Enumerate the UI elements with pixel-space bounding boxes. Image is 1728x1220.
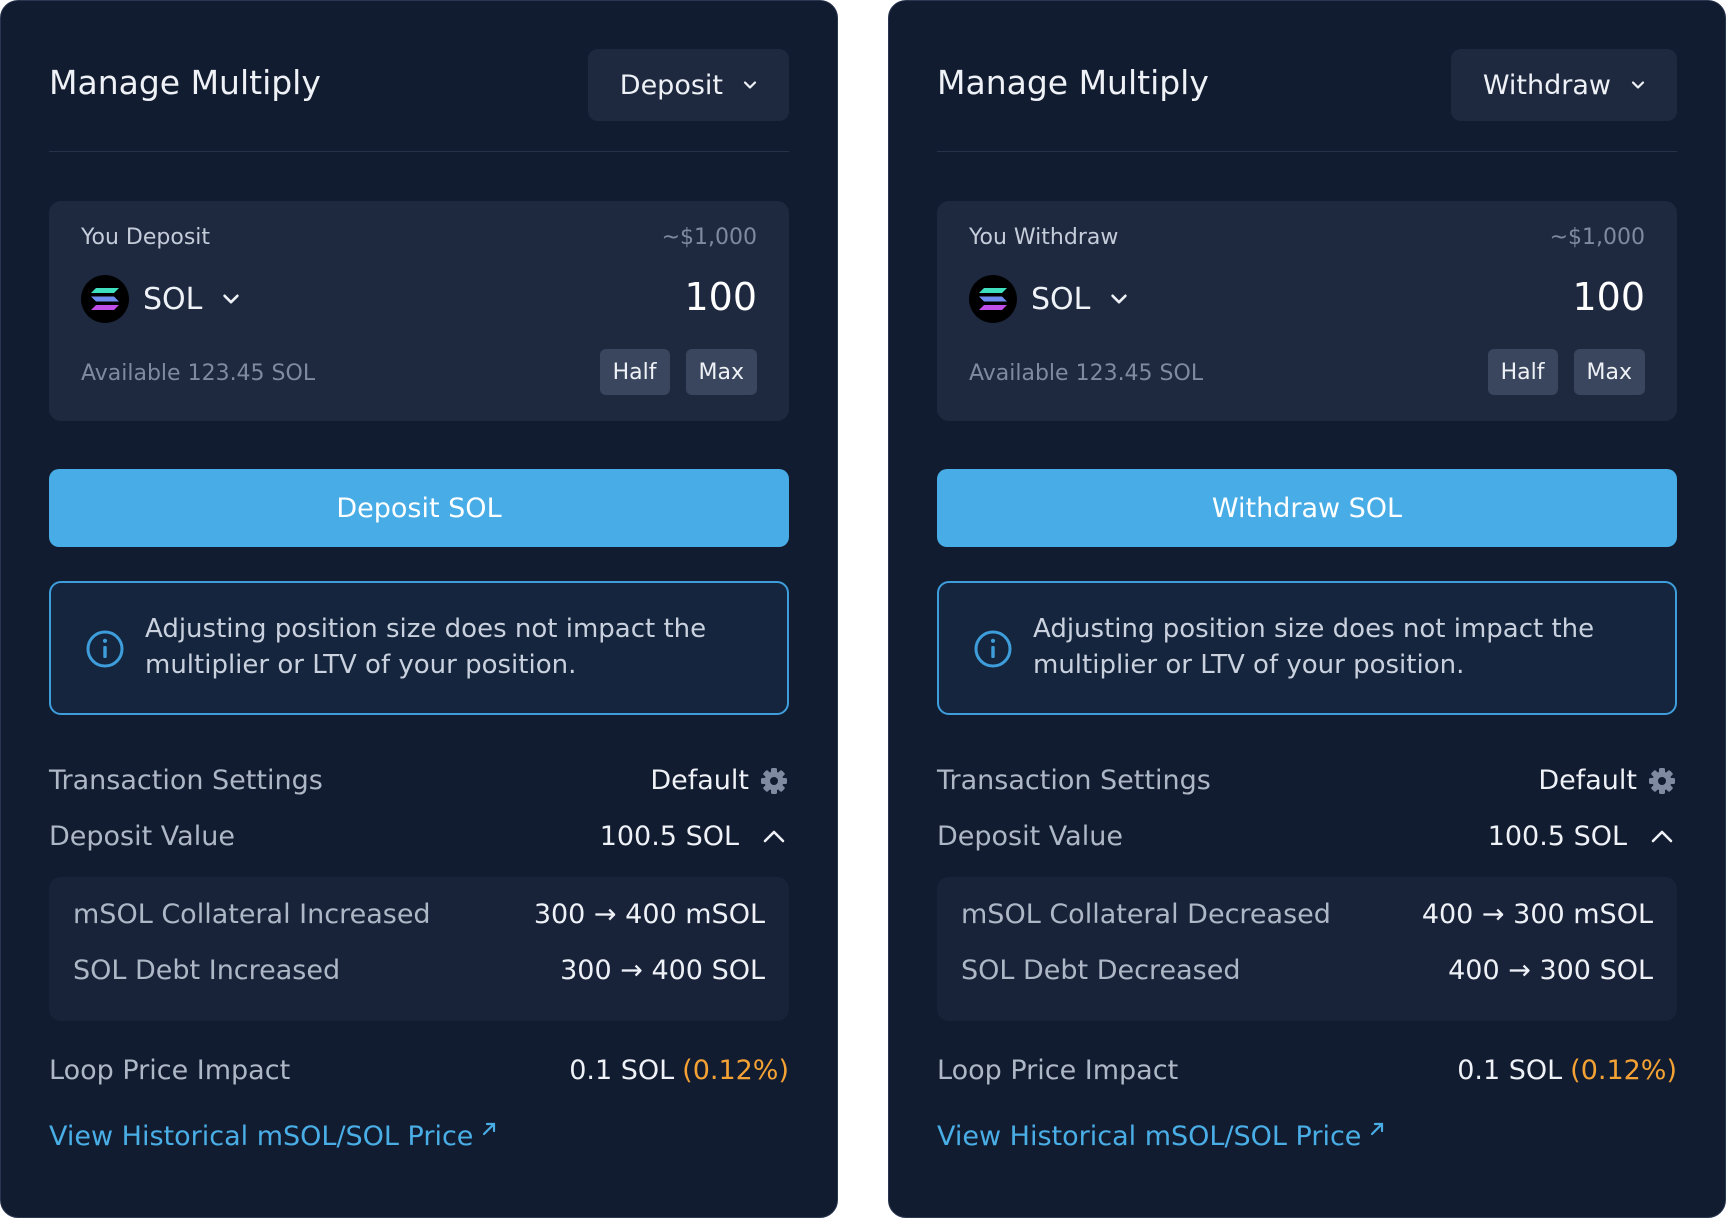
detail-label: SOL Debt Increased: [73, 955, 341, 986]
transaction-settings-row[interactable]: Transaction Settings Default: [49, 765, 789, 796]
chevron-up-icon[interactable]: [1647, 822, 1677, 852]
info-text: Adjusting position size does not impact …: [1033, 614, 1595, 680]
detail-row: mSOL Collateral Increased 300 → 400 mSOL: [73, 899, 765, 930]
loop-price-impact-row: Loop Price Impact 0.1 SOL (0.12%): [937, 1055, 1677, 1086]
detail-row: SOL Debt Decreased 400 → 300 SOL: [961, 955, 1653, 986]
amount-input-card: You Withdraw ~$1,000 SOL 100 Available 1…: [937, 201, 1677, 421]
detail-row: mSOL Collateral Decreased 400 → 300 mSOL: [961, 899, 1653, 930]
deposit-details: mSOL Collateral Increased 300 → 400 mSOL…: [49, 877, 789, 1021]
half-button[interactable]: Half: [599, 349, 670, 395]
deposit-value-row[interactable]: Deposit Value 100.5 SOL: [937, 821, 1677, 852]
historical-price-link-label: View Historical mSOL/SOL Price: [937, 1121, 1362, 1152]
external-link-icon: [1371, 1122, 1384, 1136]
withdraw-sol-button[interactable]: Withdraw SOL: [937, 469, 1677, 547]
token-name: SOL: [1031, 281, 1091, 317]
amount-input[interactable]: 100: [684, 275, 757, 319]
mode-dropdown[interactable]: Withdraw: [1450, 49, 1677, 121]
info-icon: [974, 630, 1012, 668]
loop-price-impact-label: Loop Price Impact: [937, 1055, 1179, 1086]
deposit-value: 100.5 SOL: [1487, 821, 1627, 852]
input-label: You Deposit: [81, 225, 211, 250]
detail-row: SOL Debt Increased 300 → 400 SOL: [73, 955, 765, 986]
panel-header: Manage Multiply Withdraw: [937, 1, 1677, 152]
usd-value: ~$1,000: [1549, 225, 1645, 250]
detail-value: 300 → 400 SOL: [560, 955, 765, 986]
info-text: Adjusting position size does not impact …: [145, 614, 707, 680]
manage-multiply-panel-deposit: Manage Multiply Deposit You Deposit ~$1,…: [0, 0, 838, 1218]
half-button[interactable]: Half: [1487, 349, 1558, 395]
loop-price-impact-value: 0.1 SOL: [569, 1055, 675, 1086]
loop-price-impact-percent: (0.12%): [682, 1055, 789, 1086]
usd-value: ~$1,000: [661, 225, 757, 250]
detail-label: SOL Debt Decreased: [961, 955, 1241, 986]
deposit-value-label: Deposit Value: [49, 821, 235, 852]
info-banner: Adjusting position size does not impact …: [49, 581, 789, 715]
chevron-up-icon[interactable]: [759, 822, 789, 852]
chevron-down-icon: [1111, 294, 1128, 304]
transaction-settings-label: Transaction Settings: [937, 765, 1211, 796]
panel-title: Manage Multiply: [49, 63, 321, 102]
available-balance: Available 123.45 SOL: [81, 361, 316, 386]
historical-price-link[interactable]: View Historical mSOL/SOL Price: [49, 1121, 497, 1152]
detail-label: mSOL Collateral Decreased: [961, 899, 1331, 930]
chevron-down-icon: [1631, 81, 1645, 89]
input-label: You Withdraw: [969, 225, 1119, 250]
max-button[interactable]: Max: [685, 349, 757, 395]
mode-dropdown[interactable]: Deposit: [587, 49, 789, 121]
deposit-value: 100.5 SOL: [599, 821, 739, 852]
manage-multiply-panel-withdraw: Manage Multiply Withdraw You Withdraw ~$…: [888, 0, 1726, 1218]
detail-label: mSOL Collateral Increased: [73, 899, 431, 930]
deposit-value-row[interactable]: Deposit Value 100.5 SOL: [49, 821, 789, 852]
available-balance: Available 123.45 SOL: [969, 361, 1204, 386]
info-icon: [86, 630, 124, 668]
info-banner: Adjusting position size does not impact …: [937, 581, 1677, 715]
detail-value: 300 → 400 mSOL: [533, 899, 765, 930]
token-name: SOL: [143, 281, 203, 317]
deposit-value-label: Deposit Value: [937, 821, 1123, 852]
transaction-settings-value: Default: [1538, 765, 1637, 796]
transaction-settings-label: Transaction Settings: [49, 765, 323, 796]
loop-price-impact-row: Loop Price Impact 0.1 SOL (0.12%): [49, 1055, 789, 1086]
detail-value: 400 → 300 mSOL: [1421, 899, 1653, 930]
chevron-down-icon: [743, 81, 757, 89]
deposit-sol-button[interactable]: Deposit SOL: [49, 469, 789, 547]
amount-input-card: You Deposit ~$1,000 SOL 100 Available 12…: [49, 201, 789, 421]
sol-token-icon: [81, 275, 129, 323]
gear-icon[interactable]: [759, 766, 789, 796]
amount-input[interactable]: 100: [1572, 275, 1645, 319]
loop-price-impact-percent: (0.12%): [1570, 1055, 1677, 1086]
panel-title: Manage Multiply: [937, 63, 1209, 102]
token-selector[interactable]: SOL: [969, 275, 1128, 323]
historical-price-link-label: View Historical mSOL/SOL Price: [49, 1121, 474, 1152]
transaction-settings-row[interactable]: Transaction Settings Default: [937, 765, 1677, 796]
detail-value: 400 → 300 SOL: [1448, 955, 1653, 986]
external-link-icon: [483, 1122, 496, 1136]
loop-price-impact-value: 0.1 SOL: [1457, 1055, 1563, 1086]
sol-token-icon: [969, 275, 1017, 323]
max-button[interactable]: Max: [1573, 349, 1645, 395]
token-selector[interactable]: SOL: [81, 275, 240, 323]
transaction-settings-value: Default: [650, 765, 749, 796]
mode-dropdown-label: Deposit: [619, 69, 723, 101]
gear-icon[interactable]: [1647, 766, 1677, 796]
loop-price-impact-label: Loop Price Impact: [49, 1055, 291, 1086]
mode-dropdown-label: Withdraw: [1482, 69, 1611, 101]
historical-price-link[interactable]: View Historical mSOL/SOL Price: [937, 1121, 1385, 1152]
panel-header: Manage Multiply Deposit: [49, 1, 789, 152]
chevron-down-icon: [223, 294, 240, 304]
withdraw-details: mSOL Collateral Decreased 400 → 300 mSOL…: [937, 877, 1677, 1021]
